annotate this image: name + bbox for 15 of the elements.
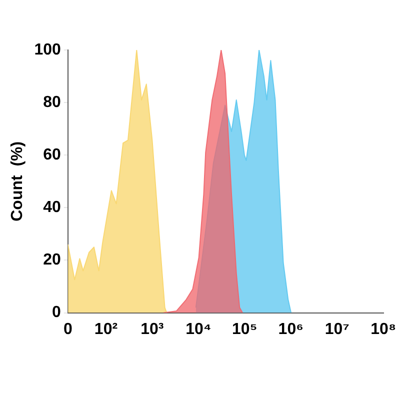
y-tick-label: 60 [43, 146, 61, 164]
x-tick-label: 10² [94, 320, 118, 338]
x-tick-label: 10⁵ [232, 320, 258, 338]
y-tick-label: 0 [52, 304, 61, 322]
x-tick-label: 0 [63, 320, 72, 338]
y-tick-label: 80 [43, 94, 61, 111]
x-tick-label: 10⁸ [370, 320, 396, 338]
y-tick-label: 100 [34, 41, 61, 58]
x-tick-label: 10³ [140, 320, 164, 338]
y-axis-title: Count (%) [9, 141, 26, 222]
x-tick-label: 10⁴ [186, 320, 212, 338]
y-tick-label: 20 [43, 252, 61, 269]
x-tick-label: 10⁷ [324, 320, 350, 338]
y-tick-label: 40 [43, 199, 61, 216]
x-tick-label: 10⁶ [278, 320, 304, 338]
